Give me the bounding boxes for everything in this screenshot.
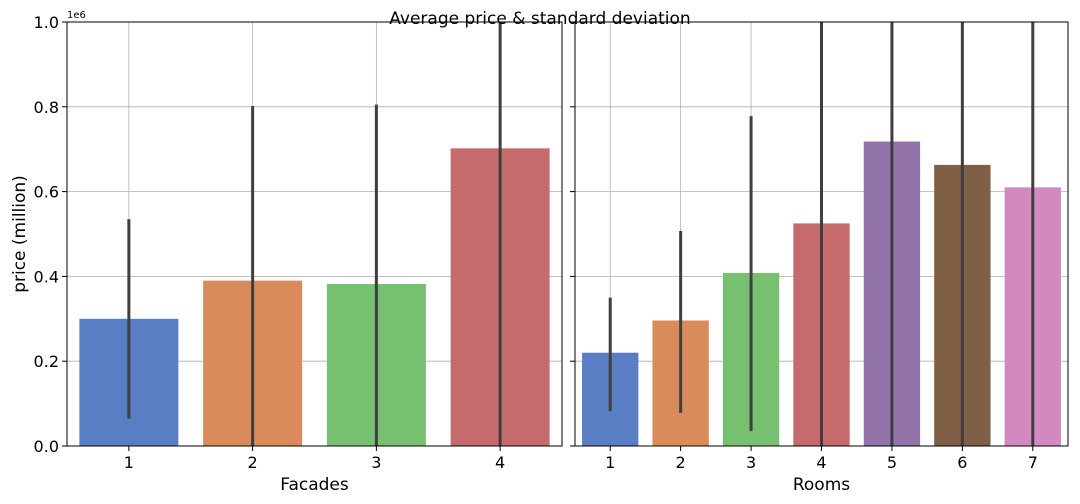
x-tick-label: 4 xyxy=(495,453,505,472)
x-tick-label: 3 xyxy=(746,453,756,472)
x-tick-label: 5 xyxy=(887,453,897,472)
panel-2: 1 2 3 4 5 6 7 Rooms xyxy=(570,21,1069,495)
y-tick-label: 1.0 xyxy=(34,13,59,32)
x-tick-label: 3 xyxy=(371,453,381,472)
y-axis-label: price (million) xyxy=(10,175,30,293)
x-tick-label: 7 xyxy=(1028,453,1038,472)
x-tick-label: 4 xyxy=(816,453,826,472)
x-axis-label: Facades xyxy=(280,475,349,495)
y-tick-label: 0.6 xyxy=(34,183,59,202)
panel-1: 0.0 0.2 0.4 0.6 0.8 1.0 1 2 3 4 Facades xyxy=(34,13,563,495)
x-tick-label: 1 xyxy=(124,453,134,472)
x-tick-label: 2 xyxy=(676,453,686,472)
x-tick-label: 6 xyxy=(957,453,967,472)
chart-panels: 0.0 0.2 0.4 0.6 0.8 1.0 1 2 3 4 Facades 1 2 3 4 5 6 7 Room… xyxy=(34,13,1069,495)
y-tick-label: 0.0 xyxy=(34,437,59,456)
figure-title: Average price & standard deviation xyxy=(389,9,690,29)
y-axis-offset-label: 1e6 xyxy=(67,10,86,21)
axes-frame xyxy=(66,21,563,447)
x-axis-label: Rooms xyxy=(793,475,850,495)
y-tick-label: 0.2 xyxy=(34,352,59,371)
x-tick-label: 1 xyxy=(605,453,615,472)
y-tick-label: 0.4 xyxy=(34,267,59,286)
x-tick-label: 2 xyxy=(248,453,258,472)
y-tick-label: 0.8 xyxy=(34,98,59,117)
